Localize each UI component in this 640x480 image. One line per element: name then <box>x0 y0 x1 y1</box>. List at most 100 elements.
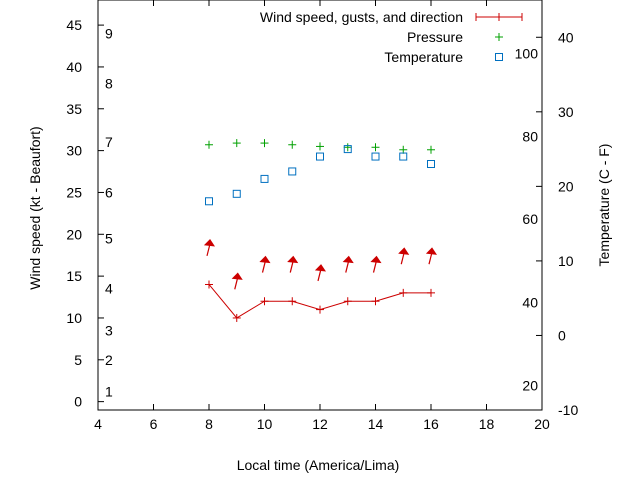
x-axis: 4 6 8 10 12 14 16 18 20 <box>94 0 550 432</box>
y2-tick-label: 10 <box>558 253 574 269</box>
legend-label: Wind speed, gusts, and direction <box>260 9 463 25</box>
x-tick-label: 16 <box>423 416 439 432</box>
x-tick-label: 6 <box>150 416 158 432</box>
gust-arrow-head <box>398 247 410 255</box>
beaufort-label: 4 <box>105 281 113 297</box>
series-layer <box>203 139 438 322</box>
wind-speed-point <box>260 297 269 306</box>
pressure-point <box>288 140 297 149</box>
gust-arrow <box>398 247 410 265</box>
gust-arrow <box>342 255 354 273</box>
temperature-point <box>371 152 380 161</box>
wind-speed-point <box>288 297 297 306</box>
fahrenheit-label: 80 <box>522 128 538 144</box>
legend-label: Temperature <box>384 49 463 65</box>
y-tick-label: 15 <box>66 268 82 284</box>
y-tick-label: 30 <box>66 143 82 159</box>
beaufort-label: 5 <box>105 230 113 246</box>
pressure-point <box>260 139 269 148</box>
y-tick-label: 35 <box>66 101 82 117</box>
beaufort-label: 9 <box>105 25 113 41</box>
x-axis-label: Local time (America/Lima) <box>237 457 400 473</box>
y-tick-label: 45 <box>66 17 82 33</box>
gust-arrow <box>425 247 438 265</box>
legend-label: Pressure <box>407 29 463 45</box>
y-axis-right: -10 0 10 20 30 40 <box>536 29 578 418</box>
temperature-point <box>232 189 241 198</box>
gust-arrow-head <box>342 255 354 264</box>
gust-arrow <box>287 255 299 273</box>
temperature-point <box>205 197 213 206</box>
beaufort-label: 8 <box>105 76 113 92</box>
x-tick-label: 12 <box>312 416 328 432</box>
gust-arrow-head <box>203 239 216 247</box>
y2-axis-label: Temperature (C - F) <box>596 144 612 267</box>
temperature-point <box>427 160 435 168</box>
y-axis-left: 0 5 10 15 20 25 30 35 40 45 <box>66 17 104 410</box>
pressure-point <box>232 139 241 148</box>
pressure-point <box>427 145 435 154</box>
temperature-point <box>288 167 297 176</box>
gust-arrow <box>314 264 327 282</box>
x-tick-label: 10 <box>257 416 273 432</box>
beaufort-label: 7 <box>105 134 113 150</box>
temperature-point <box>316 152 324 161</box>
y-tick-label: 5 <box>74 352 82 368</box>
x-tick-label: 18 <box>479 416 495 432</box>
legend-pressure-marker <box>495 33 503 41</box>
gust-arrow-head <box>425 247 438 255</box>
y2-tick-label: 0 <box>558 327 566 343</box>
x-tick-label: 14 <box>368 416 384 432</box>
pressure-point <box>399 145 408 154</box>
y-tick-label: 0 <box>74 394 82 410</box>
wind-speed-point <box>399 288 408 297</box>
y2-tick-label: 40 <box>558 29 574 45</box>
y2-tick-label: 20 <box>558 178 574 194</box>
pressure-point <box>343 143 352 152</box>
beaufort-label: 6 <box>105 184 113 200</box>
y-tick-label: 20 <box>66 226 82 242</box>
y2-tick-label: 30 <box>558 104 574 120</box>
pressure-point <box>316 142 324 151</box>
gust-arrow <box>259 255 271 273</box>
gust-arrow <box>203 239 216 256</box>
y2-tick-label: -10 <box>558 402 578 418</box>
fahrenheit-label: 20 <box>522 377 538 393</box>
gust-arrow-head <box>287 255 299 264</box>
gust-arrow <box>370 255 382 273</box>
fahrenheit-label: 100 <box>515 46 539 62</box>
beaufort-label: 3 <box>105 323 113 339</box>
legend: Wind speed, gusts, and direction Pressure… <box>260 9 523 65</box>
x-tick-label: 20 <box>534 416 550 432</box>
temperature-point <box>343 145 352 154</box>
x-tick-label: 8 <box>205 416 213 432</box>
legend-wind-marker <box>495 13 503 21</box>
wind-speed-point <box>371 297 380 306</box>
gust-arrow-head <box>231 272 243 280</box>
y-axis-label: Wind speed (kt - Beaufort) <box>27 126 43 289</box>
beaufort-scale: 1 2 3 4 5 6 7 8 9 <box>105 25 113 399</box>
plot-area-frame <box>97 0 543 411</box>
beaufort-label: 1 <box>105 384 113 400</box>
fahrenheit-label: 60 <box>522 211 538 227</box>
gust-arrow-head <box>259 255 271 264</box>
fahrenheit-label: 40 <box>522 295 538 311</box>
temperature-point <box>260 174 269 183</box>
wind-speed-point <box>343 297 352 306</box>
x-tick-label: 4 <box>94 416 102 432</box>
gust-arrow-head <box>314 264 327 272</box>
wind-speed-point <box>232 313 241 322</box>
temperature-point <box>399 152 408 161</box>
y-tick-label: 40 <box>66 59 82 75</box>
legend-temperature-marker <box>495 53 503 61</box>
y-tick-label: 25 <box>66 184 82 200</box>
pressure-point <box>371 143 380 152</box>
gust-arrow <box>231 272 243 290</box>
y-tick-label: 10 <box>66 310 82 326</box>
gust-arrow-head <box>370 255 382 264</box>
wind-speed-point <box>316 305 324 314</box>
wind-speed-point <box>427 288 435 297</box>
pressure-point <box>205 140 213 149</box>
wind-speed-point <box>205 280 213 289</box>
